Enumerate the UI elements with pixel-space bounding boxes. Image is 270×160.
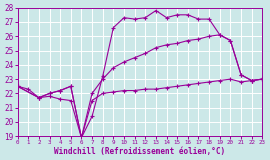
X-axis label: Windchill (Refroidissement éolien,°C): Windchill (Refroidissement éolien,°C) — [54, 147, 225, 156]
